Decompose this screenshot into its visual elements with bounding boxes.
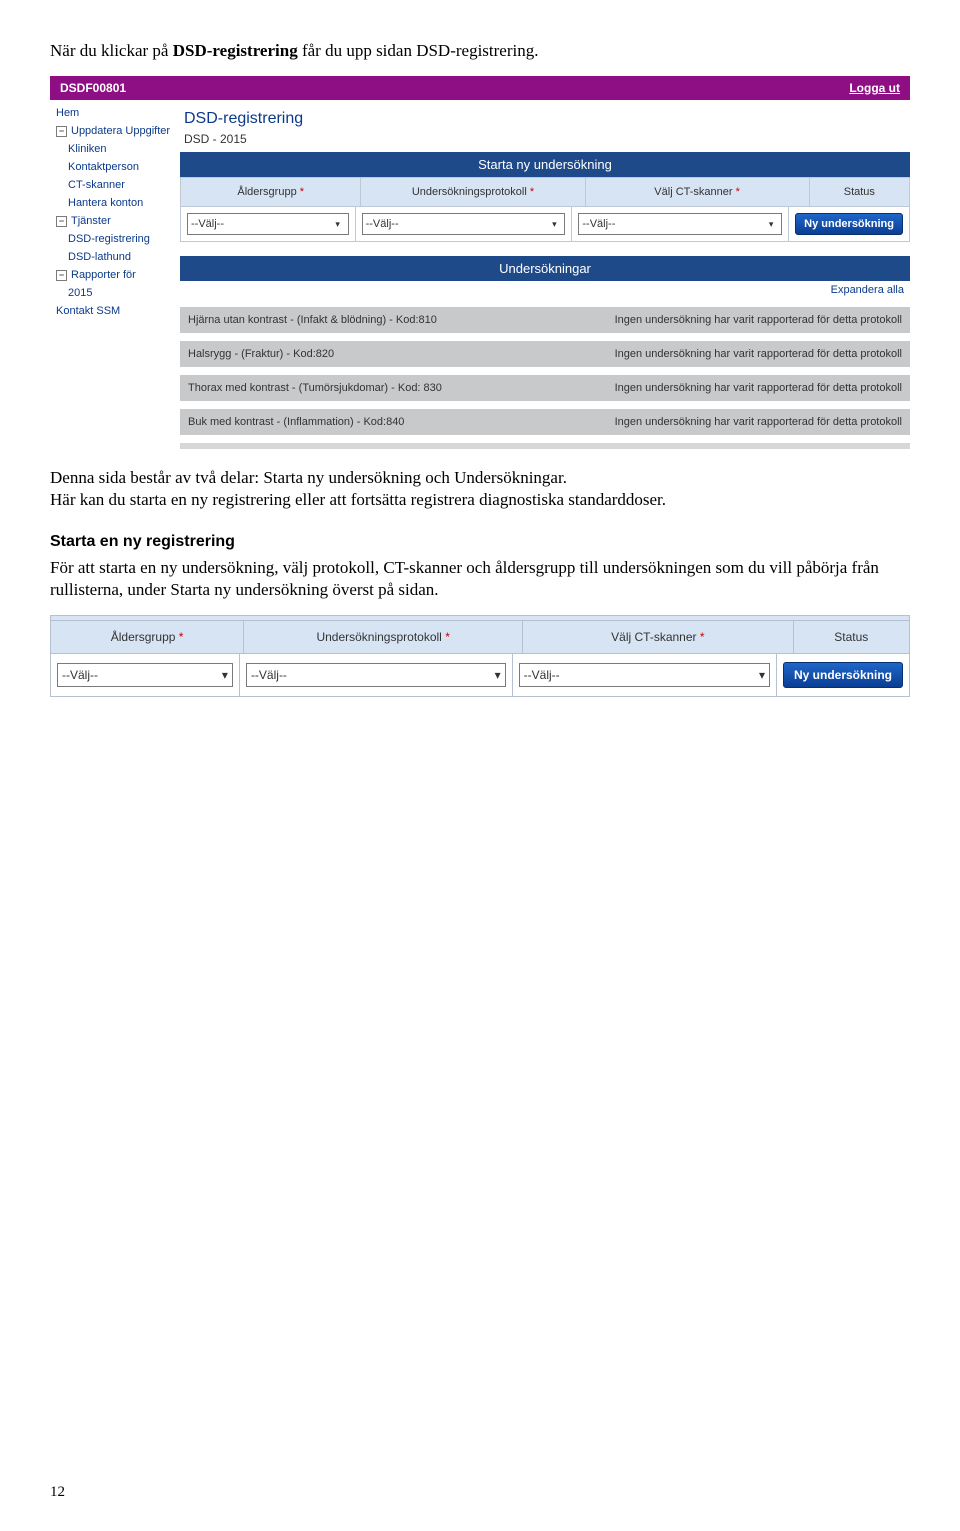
sidebar-item-label: Kliniken [68, 143, 107, 155]
new-survey-button-2[interactable]: Ny undersökning [783, 662, 903, 688]
sidebar-item[interactable]: Kliniken [54, 140, 176, 158]
new-survey-button[interactable]: Ny undersökning [795, 213, 903, 235]
survey-row[interactable]: Thorax med kontrast - (Tumörsjukdomar) -… [180, 375, 910, 401]
intro-after: får du upp sidan DSD-registrering. [298, 41, 539, 60]
scanner-select[interactable]: --Välj-- ▾ [578, 213, 782, 235]
surveys-header: Undersökningar [180, 256, 910, 281]
sidebar-item-label: Hantera konton [68, 197, 143, 209]
paragraph-3: För att starta en ny undersökning, välj … [50, 557, 910, 601]
protocol-select-2[interactable]: --Välj-- ▾ [246, 663, 506, 687]
col-scanner: Välj CT-skanner [654, 186, 732, 198]
intro-bold: DSD-registrering [173, 41, 298, 60]
survey-row-right: Ingen undersökning har varit rapporterad… [615, 382, 902, 394]
start-survey-header: Starta ny undersökning [180, 152, 910, 177]
chevron-down-icon: ▾ [759, 668, 765, 682]
column-row-2: --Välj-- ▾ --Välj-- ▾ --Välj-- ▾ Ny unde… [50, 654, 910, 697]
col-proto: Undersökningsprotokoll [412, 186, 527, 198]
scanner-select-2[interactable]: --Välj-- ▾ [519, 663, 770, 687]
intro-before: När du klickar på [50, 41, 173, 60]
collapse-box-icon[interactable]: − [56, 216, 67, 227]
column-row: --Välj-- ▾ --Välj-- ▾ [180, 207, 910, 242]
collapse-box-icon[interactable]: − [56, 270, 67, 281]
section-heading: Starta en ny registrering [50, 533, 910, 551]
sidebar-item[interactable]: 2015 [54, 284, 176, 302]
col-status: Status [844, 186, 875, 198]
sidebar-item-label: Hem [56, 107, 79, 119]
sidebar-item-label: Uppdatera Uppgifter [71, 125, 170, 137]
intro-paragraph: När du klickar på DSD-registrering får d… [50, 40, 910, 62]
survey-row[interactable]: Halsrygg - (Fraktur) - Kod:820 Ingen unde… [180, 341, 910, 367]
page-title: DSD-registrering [180, 100, 910, 130]
collapse-box-icon[interactable]: − [56, 126, 67, 137]
survey-row-left: Buk med kontrast - (Inflammation) - Kod:… [188, 416, 404, 428]
col-age: Åldersgrupp [237, 186, 296, 198]
column-headers: Åldersgrupp * Undersökningsprotokoll * V… [180, 177, 910, 207]
sidebar-item[interactable]: Kontaktperson [54, 158, 176, 176]
chevron-down-icon: ▾ [495, 668, 501, 682]
page-number: 12 [50, 1484, 65, 1501]
chevron-down-icon: ▾ [764, 217, 778, 231]
sidebar-item[interactable]: Kontakt SSM [54, 302, 176, 320]
sidebar-item-label: 2015 [68, 287, 92, 299]
sidebar-item[interactable]: DSD-registrering [54, 230, 176, 248]
sidebar-item[interactable]: −Uppdatera Uppgifter [54, 122, 176, 140]
sidebar-item-label: Kontaktperson [68, 161, 139, 173]
age-select[interactable]: --Välj-- ▾ [187, 213, 349, 235]
purple-top-bar: DSDF00801 Logga ut [50, 76, 910, 100]
protocol-select[interactable]: --Välj-- ▾ [362, 213, 566, 235]
sidebar-item[interactable]: CT-skanner [54, 176, 176, 194]
survey-row-right: Ingen undersökning har varit rapporterad… [615, 348, 902, 360]
sidebar-item[interactable]: Hem [54, 104, 176, 122]
screenshot-2: Åldersgrupp * Undersökningsprotokoll * V… [50, 615, 910, 697]
sidebar-item-label: CT-skanner [68, 179, 125, 191]
survey-row-left: Thorax med kontrast - (Tumörsjukdomar) -… [188, 382, 442, 394]
logout-link[interactable]: Logga ut [849, 81, 900, 95]
survey-row-left: Halsrygg - (Fraktur) - Kod:820 [188, 348, 334, 360]
header-code: DSDF00801 [60, 81, 126, 95]
page-subtitle: DSD - 2015 [180, 130, 910, 152]
survey-row[interactable]: Buk med kontrast - (Inflammation) - Kod:… [180, 409, 910, 435]
chevron-down-icon: ▾ [547, 217, 561, 231]
horizontal-scrollbar[interactable] [180, 443, 910, 449]
age-select-2[interactable]: --Välj-- ▾ [57, 663, 233, 687]
chevron-down-icon: ▾ [222, 668, 228, 682]
sidebar-item-label: Kontakt SSM [56, 305, 120, 317]
survey-row-left: Hjärna utan kontrast - (Infakt & blödnin… [188, 314, 437, 326]
sidebar-item[interactable]: −Tjänster [54, 212, 176, 230]
survey-row-right: Ingen undersökning har varit rapporterad… [615, 416, 902, 428]
paragraph-2: Denna sida består av två delar: Starta n… [50, 467, 910, 511]
sidebar-item-label: DSD-registrering [68, 233, 150, 245]
sidebar-item[interactable]: Hantera konton [54, 194, 176, 212]
sidebar-item-label: DSD-lathund [68, 251, 131, 263]
sidebar-item-label: Tjänster [71, 215, 111, 227]
sidebar-item[interactable]: DSD-lathund [54, 248, 176, 266]
sidebar: Hem−Uppdatera UppgifterKlinikenKontaktpe… [50, 100, 180, 449]
column-headers-2: Åldersgrupp * Undersökningsprotokoll * V… [50, 620, 910, 654]
survey-row-right: Ingen undersökning har varit rapporterad… [615, 314, 902, 326]
expand-all-link[interactable]: Expandera alla [180, 281, 910, 299]
survey-row[interactable]: Hjärna utan kontrast - (Infakt & blödnin… [180, 307, 910, 333]
chevron-down-icon: ▾ [331, 217, 345, 231]
sidebar-item[interactable]: −Rapporter för [54, 266, 176, 284]
screenshot-1: DSDF00801 Logga ut Hem−Uppdatera Uppgift… [50, 76, 910, 449]
sidebar-item-label: Rapporter för [71, 269, 136, 281]
